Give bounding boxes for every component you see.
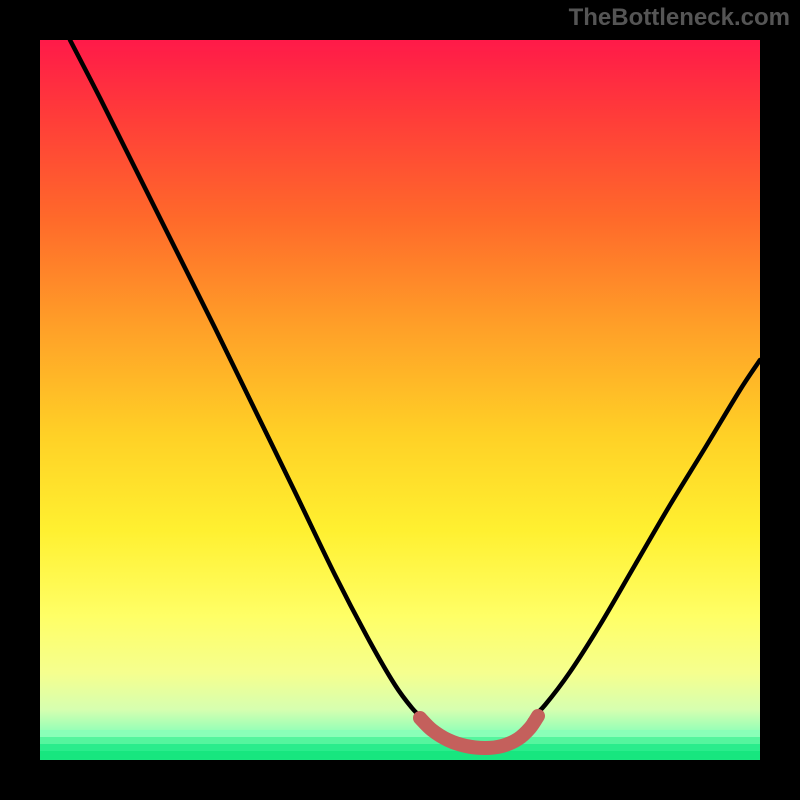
canvas-root: TheBottleneck.com [0,0,800,800]
curve-right [530,360,760,720]
curves-layer [40,40,760,760]
plot-area [40,40,760,760]
curve-lowpoint-highlight [420,716,538,748]
curve-left [70,40,424,720]
watermark-text: TheBottleneck.com [569,4,790,32]
